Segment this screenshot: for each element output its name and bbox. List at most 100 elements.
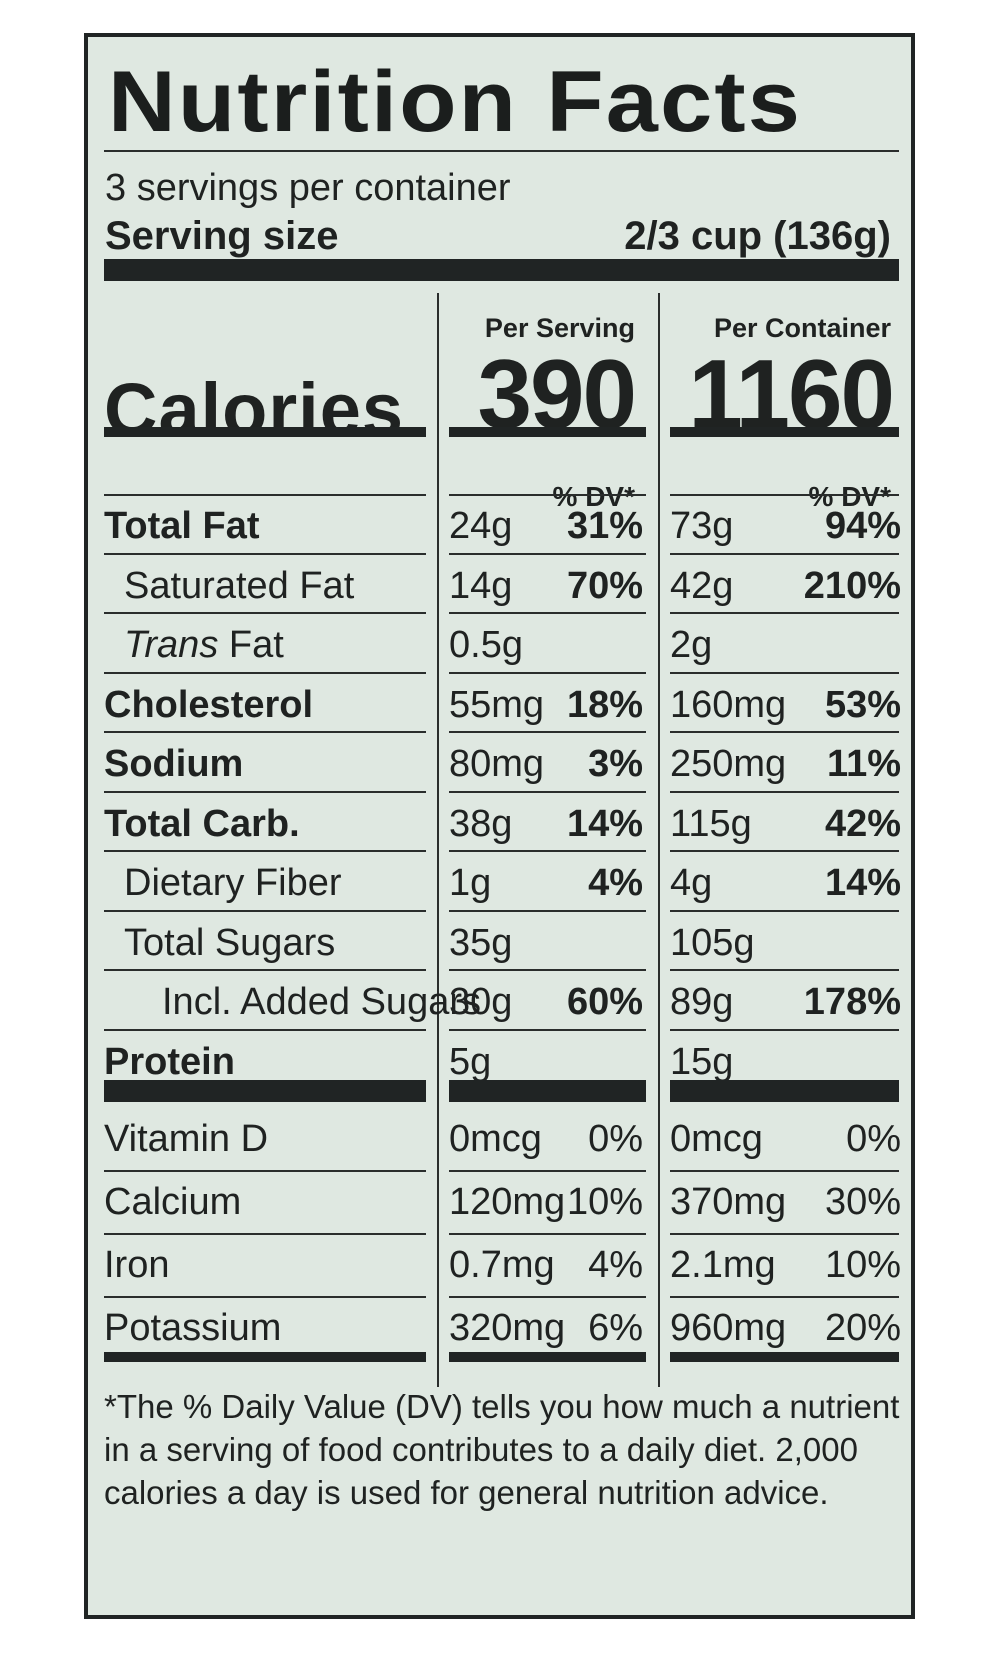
nutrient-name: Protein	[104, 1040, 235, 1083]
row-rule	[449, 731, 646, 733]
container-amount: 2g	[670, 624, 713, 666]
serving-daily-value: 0%	[588, 1118, 643, 1160]
row-rule	[449, 1080, 646, 1102]
row-rule	[104, 612, 426, 614]
serving-daily-value: 4%	[588, 1244, 643, 1286]
row-rule	[670, 969, 899, 971]
serving-daily-value: 4%	[588, 862, 643, 904]
nutrient-row: Total Sugars 35g 105g	[88, 914, 919, 972]
row-rule	[670, 612, 899, 614]
nutrient-name-italic: Trans	[124, 624, 219, 666]
vitamin-name: Iron	[104, 1244, 170, 1286]
container-amount: 960mg	[670, 1307, 787, 1349]
row-rule	[449, 494, 646, 496]
serving-amount: 0mcg	[449, 1118, 542, 1160]
calories-label: Calories	[104, 368, 405, 451]
nutrient-row: Cholesterol 55mg 18% 160mg 53%	[88, 676, 919, 734]
column-divider-serving	[437, 293, 439, 1387]
serving-amount: 0.7mg	[449, 1244, 555, 1286]
nutrient-name: Sodium	[104, 743, 244, 785]
row-rule	[104, 1028, 426, 1031]
container-daily-value: 94%	[824, 505, 901, 547]
row-rule	[449, 1352, 646, 1362]
vitamin-row: Vitamin D 0mcg 0% 0mcg 0%	[88, 1110, 919, 1168]
vitamin-row: Calcium 120mg 10% 370mg 30%	[88, 1173, 919, 1231]
nutrient-name: Total Carb.	[104, 802, 300, 845]
row-rule	[670, 494, 899, 496]
calories-per-serving: 390	[477, 339, 637, 449]
row-rule	[449, 552, 646, 555]
calories-per-container: 1160	[688, 339, 895, 449]
nutrient-name: Dietary Fiber	[124, 862, 342, 904]
row-rule	[449, 790, 646, 793]
row-rule	[104, 731, 426, 733]
nutrient-row: Total Carb. 38g 14% 115g 42%	[88, 795, 919, 853]
dv-header-serving: % DV*	[552, 481, 635, 512]
serving-amount: 0.5g	[449, 624, 523, 666]
container-amount: 0mcg	[670, 1118, 763, 1160]
row-rule	[670, 1233, 899, 1235]
row-rule	[449, 1170, 646, 1172]
container-amount: 42g	[670, 564, 734, 607]
serving-daily-value: 10%	[566, 1181, 643, 1223]
row-rule	[104, 1296, 426, 1298]
dv-header-container: % DV*	[808, 481, 891, 512]
nutrient-row: Trans Fat 0.5g 2g	[88, 616, 919, 674]
row-rule	[670, 671, 899, 674]
row-rule	[104, 969, 426, 971]
row-rule	[104, 552, 426, 555]
serving-size-label: Serving size	[105, 214, 339, 258]
serving-amount: 30g	[449, 981, 513, 1023]
row-rule	[449, 671, 646, 674]
vitamin-name: Vitamin D	[104, 1118, 269, 1160]
serving-size-value: 2/3 cup (136g)	[624, 214, 891, 258]
row-rule	[449, 1296, 646, 1298]
row-rule	[670, 850, 899, 852]
nutrient-row: Sodium 80mg 3% 250mg 11%	[88, 735, 919, 793]
serving-daily-value: 31%	[566, 505, 643, 547]
container-amount: 2.1mg	[670, 1244, 776, 1286]
serving-daily-value: 14%	[566, 802, 643, 845]
title-rule	[104, 150, 899, 152]
row-rule	[104, 671, 426, 674]
serving-amount: 320mg	[449, 1307, 566, 1349]
serving-amount: 24g	[449, 505, 513, 547]
row-rule	[449, 612, 646, 614]
nutrient-name: Incl. Added Sugars	[162, 981, 481, 1023]
calories-rule-container	[670, 427, 899, 437]
container-daily-value: 42%	[824, 802, 901, 845]
row-rule	[104, 1233, 426, 1235]
container-daily-value: 178%	[803, 981, 901, 1023]
row-rule	[449, 850, 646, 852]
serving-amount: 55mg	[449, 683, 545, 726]
row-rule	[670, 1170, 899, 1172]
container-daily-value: 0%	[846, 1118, 901, 1160]
row-rule	[449, 969, 646, 971]
row-rule	[670, 790, 899, 793]
container-amount: 105g	[670, 921, 755, 964]
container-amount: 370mg	[670, 1181, 787, 1223]
nutrient-row: Protein 5g 15g	[88, 1033, 919, 1091]
container-daily-value: 10%	[824, 1244, 901, 1286]
row-rule	[449, 1028, 646, 1031]
row-rule	[104, 790, 426, 793]
row-rule	[670, 1296, 899, 1298]
serving-amount: 5g	[449, 1040, 492, 1083]
servings-per-container: 3 servings per container	[105, 167, 511, 209]
daily-value-footnote: *The % Daily Value (DV) tells you how mu…	[104, 1388, 900, 1511]
nutrient-name: Trans Fat	[124, 616, 284, 674]
container-daily-value: 30%	[824, 1181, 901, 1223]
row-rule	[670, 1352, 899, 1362]
serving-daily-value: 60%	[566, 981, 643, 1023]
serving-daily-value: 6%	[588, 1307, 643, 1349]
container-amount: 250mg	[670, 743, 787, 785]
nutrition-facts-label: Nutrition Facts 3 servings per container…	[84, 33, 915, 1619]
container-amount: 73g	[670, 505, 734, 547]
serving-daily-value: 3%	[588, 743, 643, 785]
container-amount: 4g	[670, 862, 713, 904]
calories-rule-name	[104, 427, 426, 437]
row-rule	[670, 1080, 899, 1102]
nutrient-name: Saturated Fat	[124, 564, 355, 607]
serving-amount: 38g	[449, 802, 513, 845]
container-daily-value: 53%	[824, 683, 901, 726]
